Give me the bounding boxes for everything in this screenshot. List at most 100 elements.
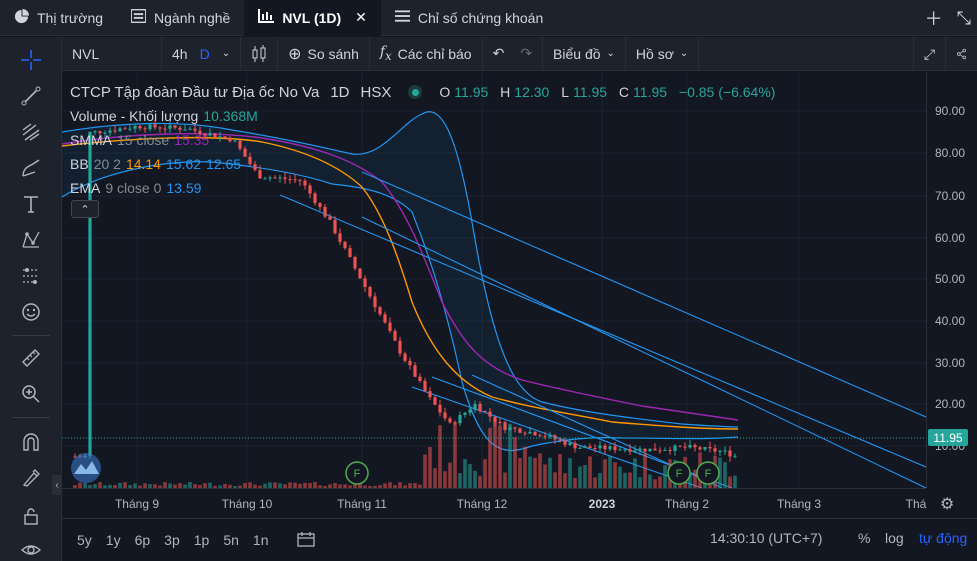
price-chart[interactable]: F F F: [62, 72, 926, 488]
lock-icon[interactable]: [14, 503, 48, 529]
volume-legend[interactable]: Volume - Khối lượng 10.368M: [70, 104, 779, 128]
ruler-icon[interactable]: [14, 345, 48, 371]
fib-icon[interactable]: [14, 119, 48, 145]
volume-bar: [733, 475, 737, 488]
ema-legend[interactable]: EMA 9 close 0 13.59: [70, 176, 779, 200]
redo-icon[interactable]: ↷: [520, 45, 533, 61]
close-icon[interactable]: ✕: [355, 9, 367, 25]
interval-d[interactable]: D: [199, 45, 210, 62]
chevron-down-icon[interactable]: ⌄: [221, 48, 231, 59]
add-tab-icon[interactable]: ＋: [924, 9, 943, 29]
indicators-label: Các chỉ báo: [397, 45, 472, 62]
event-marker[interactable]: F: [667, 461, 691, 485]
interval-4h[interactable]: 4h: [172, 45, 188, 62]
volume-bar: [523, 446, 527, 488]
crosshair-icon[interactable]: [14, 47, 48, 73]
volume-bar: [653, 479, 657, 488]
chart-menu-button[interactable]: Biểu đồ ⌄: [543, 36, 626, 71]
candle: [468, 407, 472, 416]
gear-icon[interactable]: ⚙: [940, 496, 955, 513]
list-icon: [130, 8, 147, 26]
range-5y[interactable]: 5y: [77, 532, 92, 548]
legend-interval: 1D: [330, 83, 350, 101]
candle: [318, 202, 322, 211]
chart-plot[interactable]: F F F: [62, 72, 926, 488]
indicators-button[interactable]: fx Các chỉ báo: [370, 36, 483, 71]
volume-bar: [358, 483, 362, 488]
time-tick: Tháng 12: [456, 497, 508, 511]
prediction-icon[interactable]: [14, 263, 48, 289]
volume-bar: [218, 485, 222, 488]
candle: [398, 336, 402, 357]
candle: [358, 268, 362, 279]
undo-icon[interactable]: ↶: [492, 45, 505, 61]
chevron-down-icon: ⌄: [606, 48, 615, 59]
tab-industry[interactable]: Ngành nghề: [117, 0, 244, 36]
compare-button[interactable]: ⊕ So sánh: [278, 36, 370, 71]
percent-toggle[interactable]: %: [858, 530, 871, 546]
volume-bar: [248, 482, 252, 488]
brush-icon[interactable]: [14, 155, 48, 181]
trend-line-icon[interactable]: [14, 83, 48, 109]
lock-drawing-icon[interactable]: [14, 465, 48, 491]
volume-bar: [493, 421, 497, 488]
smiley-icon[interactable]: [14, 299, 48, 325]
candle: [163, 124, 167, 134]
volume-bar: [183, 484, 187, 488]
profile-label: Hồ sơ: [635, 45, 674, 62]
clock-time[interactable]: 14:30:10 (UTC+7): [710, 530, 823, 546]
tab-stock-index[interactable]: Chỉ số chứng khoán: [381, 0, 557, 36]
interval-selector[interactable]: 4h D ⌄: [162, 36, 242, 71]
tab-nvl[interactable]: NVL (1D) ✕: [244, 0, 381, 36]
bb-upper-line: [62, 111, 739, 428]
bb-legend[interactable]: BB 20 2 14.14 15.62 12.65: [70, 152, 779, 176]
auto-scale-toggle[interactable]: tự động: [919, 530, 968, 546]
range-1y[interactable]: 1y: [105, 532, 121, 548]
calendar-range-icon[interactable]: [297, 531, 316, 550]
candle: [183, 124, 187, 131]
legend-collapse-button[interactable]: ⌃: [71, 200, 99, 218]
time-tick: Thá: [905, 497, 927, 511]
range-6m[interactable]: 6p: [134, 532, 151, 548]
svg-text:F: F: [354, 468, 361, 480]
range-1d[interactable]: 1n: [252, 532, 269, 548]
fullscreen-icon[interactable]: ⤢: [913, 37, 945, 71]
collapse-icon[interactable]: ⤡: [956, 7, 971, 28]
candle-type-button[interactable]: [241, 36, 279, 71]
volume-bar: [513, 437, 517, 488]
event-marker[interactable]: F: [696, 461, 720, 485]
range-1m[interactable]: 1p: [193, 532, 210, 548]
range-5d[interactable]: 5n: [223, 532, 239, 548]
pattern-icon[interactable]: [14, 227, 48, 253]
profile-button[interactable]: Hồ sơ ⌄: [626, 36, 700, 71]
tab-market[interactable]: Thị trường: [0, 0, 117, 36]
volume-bar: [143, 483, 147, 488]
range-3m[interactable]: 3p: [164, 532, 180, 548]
candle: [623, 448, 627, 453]
candle: [523, 431, 527, 437]
magnet-icon[interactable]: [14, 429, 48, 455]
symbol-search[interactable]: NVL: [62, 36, 162, 71]
event-marker[interactable]: F: [345, 461, 369, 485]
zoom-in-icon[interactable]: [14, 381, 48, 407]
market-status-icon[interactable]: [408, 85, 423, 99]
time-tick: Tháng 2: [664, 497, 710, 511]
candle: [383, 311, 387, 324]
log-toggle[interactable]: log: [885, 530, 904, 546]
price-axis[interactable]: 90.00 80.00 70.00 60.00 50.00 40.00 30.0…: [926, 72, 977, 488]
volume-bar: [693, 469, 697, 488]
volume-bar: [603, 459, 607, 488]
smma-legend[interactable]: SMMA 15 close 15.35: [70, 128, 779, 152]
candle: [698, 445, 702, 452]
high-label: H: [500, 84, 511, 100]
text-icon[interactable]: [14, 191, 48, 217]
time-axis[interactable]: Tháng 9 Tháng 10 Tháng 11 Tháng 12 2023 …: [62, 488, 926, 518]
eye-icon[interactable]: [14, 537, 48, 561]
volume-bar: [383, 483, 387, 488]
volume-bar: [283, 484, 287, 488]
share-icon[interactable]: [945, 37, 977, 71]
candle: [553, 434, 557, 444]
collapse-toolbar-button[interactable]: ‹: [52, 475, 62, 495]
tab-label: NVL (1D): [282, 9, 342, 26]
logo-icon: [71, 453, 101, 483]
